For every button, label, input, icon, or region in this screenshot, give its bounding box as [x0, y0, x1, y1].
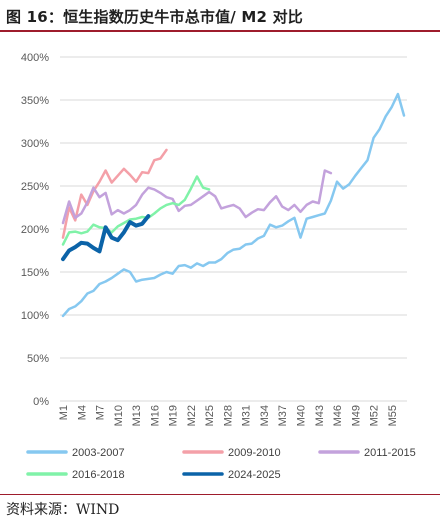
y-tick-label: 0%	[33, 396, 49, 408]
legend-label: 2016-2018	[72, 469, 125, 481]
legend-label: 2009-2010	[228, 447, 281, 459]
y-tick-label: 100%	[21, 310, 49, 322]
x-tick-label: M34	[259, 405, 271, 426]
x-tick-label: M52	[369, 405, 381, 426]
y-tick-label: 300%	[21, 138, 49, 150]
x-tick-label: M55	[387, 405, 399, 426]
x-tick-label: M37	[277, 405, 289, 426]
legend-label: 2011-2015	[364, 447, 416, 459]
x-tick-label: M31	[241, 405, 253, 426]
gridlines	[60, 56, 407, 402]
series-line-2024-2025	[61, 214, 151, 262]
legend: 2003-2007 2009-2010 2011-2015 2016-2018 2024…	[26, 447, 416, 481]
legend-label: 2024-2025	[228, 469, 281, 481]
x-tick-label: M43	[314, 405, 326, 426]
title-divider	[0, 30, 440, 32]
page-title: 图 16：恒生指数历史牛市总市值/ M2 对比	[6, 8, 303, 26]
y-axis-ticks: 0% 50% 100% 150% 200% 250% 300% 350% 400%	[21, 52, 49, 408]
source-note: 资料来源：WIND	[6, 502, 120, 518]
x-tick-label: M1	[58, 405, 70, 420]
source-divider	[0, 494, 440, 495]
x-tick-label: M46	[332, 405, 344, 426]
x-tick-label: M10	[113, 405, 125, 426]
x-tick-label: M25	[204, 405, 216, 426]
series-line-2003-2007	[61, 92, 406, 318]
y-tick-label: 250%	[21, 181, 49, 193]
y-tick-label: 50%	[27, 353, 49, 365]
series-line-2016-2018	[61, 175, 211, 246]
y-tick-label: 400%	[21, 52, 49, 64]
x-tick-label: M22	[186, 405, 198, 426]
x-tick-label: M28	[222, 405, 234, 426]
y-tick-label: 150%	[21, 267, 49, 279]
x-tick-label: M19	[168, 405, 180, 426]
y-tick-label: 350%	[21, 95, 49, 107]
series-line-2011-2015	[61, 169, 333, 225]
x-axis-ticks: M1 M4 M7 M10 M13 M16 M19 M22 M25 M28 M31 M34 M37 M40 M…	[58, 405, 399, 426]
x-tick-label: M13	[131, 405, 143, 426]
series-lines	[61, 92, 406, 318]
series-line-2009-2010	[61, 148, 168, 239]
legend-label: 2003-2007	[72, 447, 125, 459]
x-tick-label: M16	[149, 405, 161, 426]
x-tick-label: M49	[350, 405, 362, 426]
x-tick-label: M4	[76, 405, 88, 420]
x-tick-label: M7	[95, 405, 107, 420]
x-tick-label: M40	[295, 405, 307, 426]
y-tick-label: 200%	[21, 224, 49, 236]
